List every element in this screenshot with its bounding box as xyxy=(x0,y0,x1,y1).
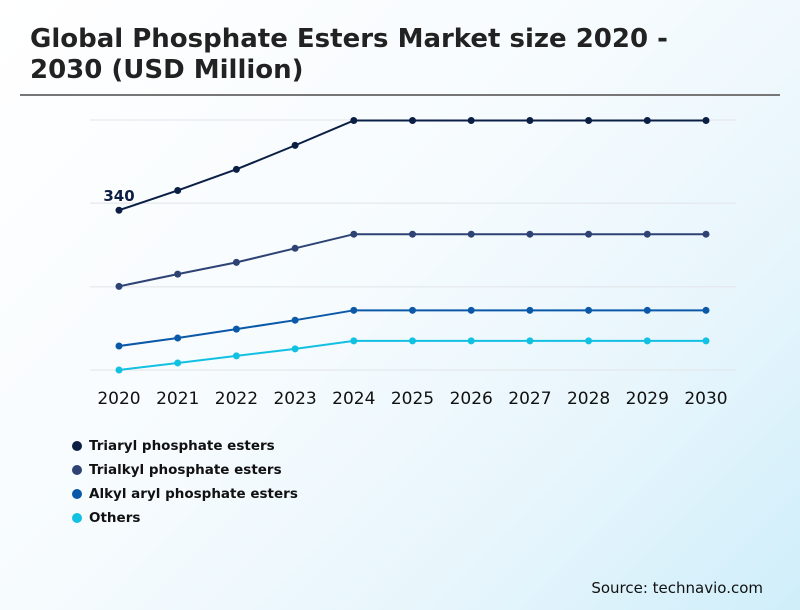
x-tick-label: 2029 xyxy=(626,389,669,409)
x-tick-label: 2021 xyxy=(156,389,199,409)
data-point xyxy=(643,116,651,124)
data-point xyxy=(409,306,416,314)
data-point xyxy=(526,337,534,345)
x-tick-label: 2025 xyxy=(391,389,434,409)
data-label: 340 xyxy=(103,187,134,205)
data-point xyxy=(350,337,358,345)
data-point xyxy=(350,306,358,314)
data-point xyxy=(232,165,240,173)
data-point xyxy=(467,230,475,238)
data-point xyxy=(115,342,123,350)
legend-label: Trialkyl phosphate esters xyxy=(89,462,282,478)
data-point xyxy=(174,359,182,367)
data-point xyxy=(585,337,593,345)
data-point xyxy=(291,141,299,149)
data-point xyxy=(350,230,358,238)
data-point xyxy=(409,116,416,124)
data-point xyxy=(643,337,651,345)
data-point xyxy=(643,306,651,314)
data-point xyxy=(409,337,416,345)
data-point xyxy=(467,306,475,314)
data-point xyxy=(702,116,710,124)
data-point xyxy=(526,230,534,238)
data-point xyxy=(115,282,123,290)
data-point xyxy=(643,230,651,238)
x-tick-label: 2026 xyxy=(450,389,493,409)
data-point xyxy=(702,337,710,345)
data-point xyxy=(115,366,123,374)
data-point xyxy=(702,230,710,238)
chart-title: Global Phosphate Esters Market size 2020… xyxy=(30,24,668,85)
x-tick-label: 2028 xyxy=(567,389,610,409)
data-point xyxy=(232,258,240,266)
series-line xyxy=(118,339,706,371)
legend-marker-icon xyxy=(72,441,82,451)
data-point xyxy=(115,206,123,214)
data-point xyxy=(174,270,182,278)
legend-label: Triaryl phosphate esters xyxy=(89,438,275,454)
data-point xyxy=(174,334,182,342)
data-point xyxy=(467,116,475,124)
data-point xyxy=(232,325,240,333)
legend: Triaryl phosphate esters Trialkyl phospha… xyxy=(72,434,298,530)
legend-marker-icon xyxy=(72,489,82,499)
data-point xyxy=(526,306,534,314)
x-tick-label: 2020 xyxy=(97,389,140,409)
data-point xyxy=(232,352,240,360)
data-point xyxy=(585,230,593,238)
legend-item: Triaryl phosphate esters xyxy=(72,434,298,458)
data-point xyxy=(585,116,593,124)
legend-marker-icon xyxy=(72,513,82,523)
data-point xyxy=(409,230,416,238)
x-tick-label: 2024 xyxy=(332,389,375,409)
data-point xyxy=(291,345,299,353)
series-line xyxy=(118,233,706,288)
legend-marker-icon xyxy=(72,465,82,475)
x-tick-label: 2022 xyxy=(215,389,258,409)
legend-label: Alkyl aryl phosphate esters xyxy=(89,486,298,502)
data-point xyxy=(174,186,182,194)
data-point xyxy=(467,337,475,345)
data-point xyxy=(350,116,358,124)
x-tick-label: 2027 xyxy=(508,389,551,409)
x-tick-label: 2023 xyxy=(273,389,316,409)
legend-item: Others xyxy=(72,506,298,530)
source-note: Source: technavio.com xyxy=(591,579,763,597)
title-divider xyxy=(20,94,780,96)
data-point xyxy=(291,316,299,324)
legend-item: Alkyl aryl phosphate esters xyxy=(72,482,298,506)
legend-label: Others xyxy=(89,510,141,526)
data-point xyxy=(291,244,299,252)
data-point xyxy=(585,306,593,314)
data-point xyxy=(702,306,710,314)
series-line xyxy=(118,119,706,212)
data-point xyxy=(526,116,534,124)
x-tick-label: 2030 xyxy=(684,389,727,409)
legend-item: Trialkyl phosphate esters xyxy=(72,458,298,482)
